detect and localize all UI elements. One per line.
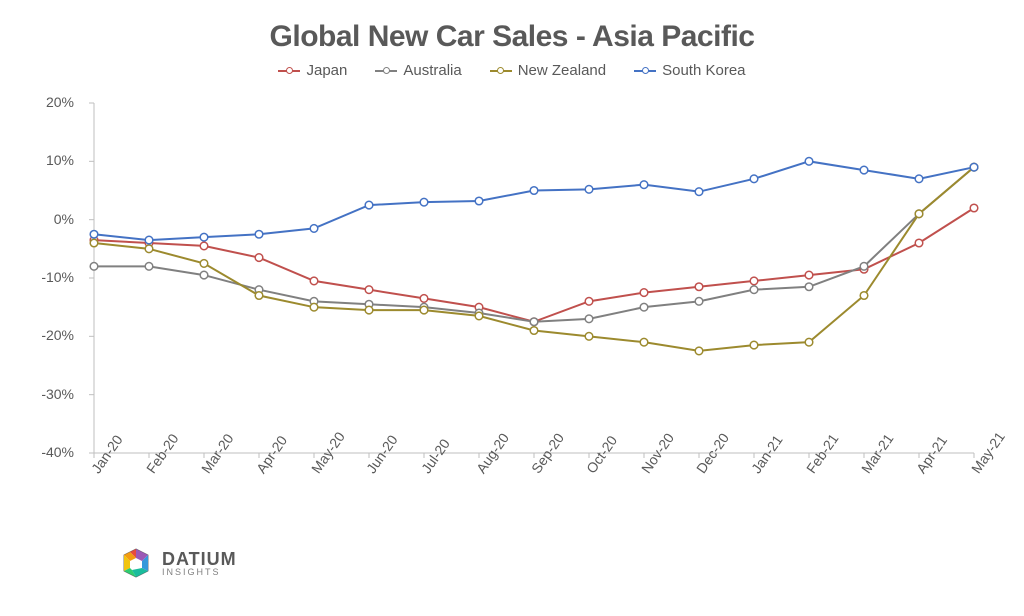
marker-south-korea: [90, 230, 98, 238]
marker-new-zealand: [915, 210, 923, 218]
marker-south-korea: [805, 158, 813, 166]
marker-australia: [530, 318, 538, 326]
marker-australia: [860, 263, 868, 271]
marker-new-zealand: [310, 303, 318, 311]
marker-australia: [805, 283, 813, 291]
marker-new-zealand: [90, 239, 98, 247]
marker-japan: [365, 286, 373, 294]
marker-new-zealand: [420, 306, 428, 314]
logo-icon: [118, 545, 154, 581]
series-line-south-korea: [94, 161, 974, 240]
marker-japan: [310, 277, 318, 285]
marker-japan: [695, 283, 703, 291]
marker-new-zealand: [255, 292, 263, 300]
marker-new-zealand: [585, 333, 593, 341]
marker-new-zealand: [145, 245, 153, 253]
marker-south-korea: [915, 175, 923, 183]
marker-japan: [915, 239, 923, 247]
marker-south-korea: [640, 181, 648, 189]
y-tick-label: 10%: [34, 152, 74, 168]
legend-item-japan: Japan: [278, 62, 347, 79]
series-line-japan: [94, 208, 974, 322]
legend-label: New Zealand: [518, 62, 606, 79]
chart-container: Global New Car Sales - Asia Pacific Japa…: [0, 0, 1024, 616]
marker-new-zealand: [640, 338, 648, 346]
marker-south-korea: [750, 175, 758, 183]
marker-new-zealand: [860, 292, 868, 300]
y-tick-label: -20%: [34, 327, 74, 343]
marker-australia: [750, 286, 758, 294]
marker-australia: [200, 271, 208, 279]
datium-logo: DATIUM INSIGHTS: [118, 545, 237, 581]
legend-label: South Korea: [662, 62, 745, 79]
marker-japan: [750, 277, 758, 285]
legend-label: Japan: [306, 62, 347, 79]
marker-new-zealand: [530, 327, 538, 335]
legend: Japan Australia New Zealand South Korea: [30, 62, 994, 79]
marker-australia: [640, 303, 648, 311]
marker-new-zealand: [750, 341, 758, 349]
marker-south-korea: [695, 188, 703, 196]
marker-south-korea: [145, 236, 153, 244]
logo-main-text: DATIUM: [162, 550, 237, 568]
marker-new-zealand: [475, 312, 483, 320]
marker-japan: [805, 271, 813, 279]
y-tick-label: -10%: [34, 269, 74, 285]
marker-australia: [90, 263, 98, 271]
marker-japan: [585, 298, 593, 306]
logo-sub-text: INSIGHTS: [162, 568, 237, 577]
marker-south-korea: [585, 186, 593, 194]
marker-south-korea: [310, 225, 318, 233]
marker-south-korea: [970, 163, 978, 171]
marker-japan: [640, 289, 648, 297]
marker-south-korea: [200, 233, 208, 241]
marker-south-korea: [255, 230, 263, 238]
marker-australia: [585, 315, 593, 323]
marker-south-korea: [365, 201, 373, 209]
marker-australia: [145, 263, 153, 271]
marker-japan: [200, 242, 208, 250]
marker-new-zealand: [805, 338, 813, 346]
marker-new-zealand: [695, 347, 703, 355]
y-tick-label: 20%: [34, 94, 74, 110]
plot-area: DATIUM INSIGHTS -40%-30%-20%-10%0%10%20%…: [34, 93, 994, 523]
marker-japan: [255, 254, 263, 262]
marker-south-korea: [860, 166, 868, 174]
marker-south-korea: [475, 197, 483, 205]
legend-item-south-korea: South Korea: [634, 62, 745, 79]
marker-japan: [420, 295, 428, 303]
marker-south-korea: [420, 198, 428, 206]
y-tick-label: -30%: [34, 386, 74, 402]
legend-label: Australia: [403, 62, 461, 79]
marker-new-zealand: [365, 306, 373, 314]
chart-svg: [34, 93, 994, 523]
marker-new-zealand: [200, 260, 208, 268]
marker-japan: [970, 204, 978, 212]
chart-title: Global New Car Sales - Asia Pacific: [30, 20, 994, 54]
marker-australia: [695, 298, 703, 306]
y-tick-label: 0%: [34, 211, 74, 227]
legend-item-new-zealand: New Zealand: [490, 62, 606, 79]
marker-south-korea: [530, 187, 538, 195]
y-tick-label: -40%: [34, 444, 74, 460]
legend-item-australia: Australia: [375, 62, 461, 79]
